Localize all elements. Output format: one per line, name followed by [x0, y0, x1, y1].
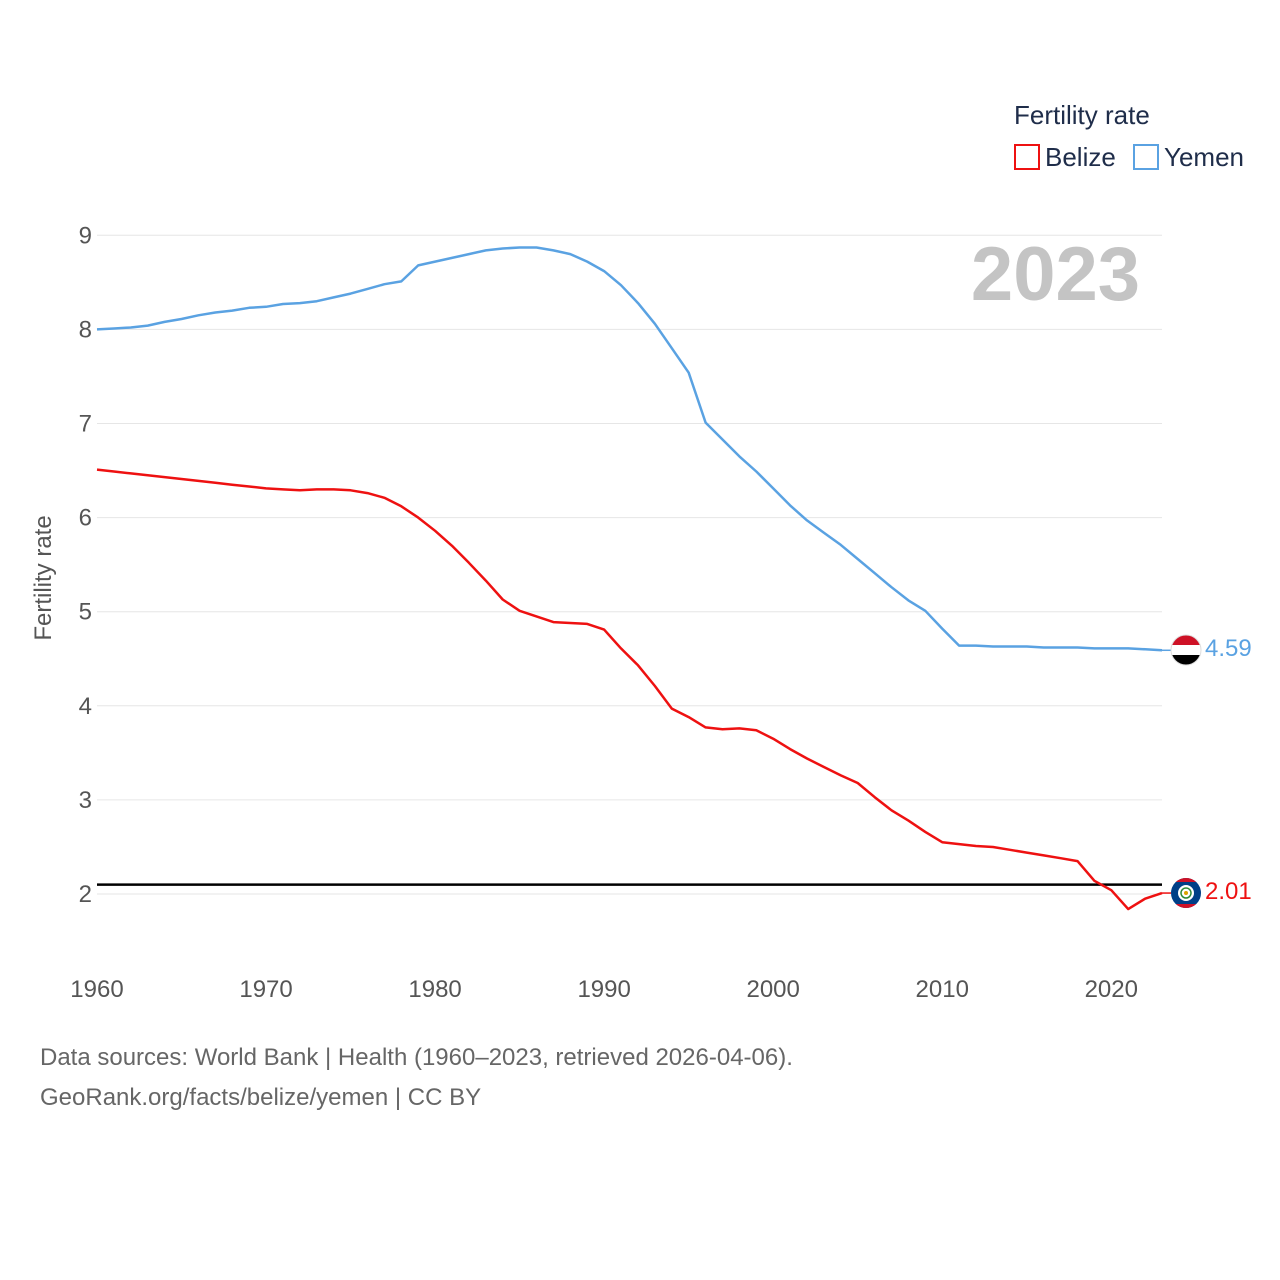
x-axis-ticks: 1960 1970 1980 1990 2000 2010 2020: [70, 976, 1138, 1003]
y-axis-ticks: 2 3 4 5 6 7 8 9: [79, 222, 92, 908]
y-tick-label-4: 4: [79, 693, 92, 720]
x-tick-label-1970: 1970: [239, 976, 292, 1003]
legend-swatch-belize[interactable]: [1014, 144, 1040, 170]
year-label: 2023: [971, 232, 1140, 317]
yemen-flag-border: [1170, 634, 1202, 666]
y-tick-label-5: 5: [79, 599, 92, 626]
yemen-end-value: 4.59: [1205, 635, 1252, 662]
footer-credit[interactable]: GeoRank.org/facts/belize/yemen | CC BY: [40, 1084, 482, 1111]
y-axis-label: Fertility rate: [30, 515, 57, 640]
y-tick-label-7: 7: [79, 411, 92, 438]
y-tick-label-8: 8: [79, 316, 92, 343]
line-chart: 2 3 4 5 6 7 8 9 1960 1970 1980 1990 2000 2010 2020 Fe…: [30, 100, 1252, 1003]
y-tick-label-6: 6: [79, 505, 92, 532]
y-tick-label-9: 9: [79, 222, 92, 249]
series-lines: [96, 246, 1171, 911]
x-tick-label-1990: 1990: [577, 976, 630, 1003]
belize-flag-icon: [1171, 878, 1201, 908]
grid-lines: [97, 234, 1162, 895]
x-tick-label-2000: 2000: [746, 976, 799, 1003]
x-tick-label-1980: 1980: [408, 976, 461, 1003]
belize-end-value: 2.01: [1205, 878, 1252, 905]
yemen-flag-icon: [1171, 635, 1201, 665]
footer-sources: Data sources: World Bank | Health (1960–…: [40, 1044, 793, 1071]
legend: Fertility rate Belize Yemen: [1014, 100, 1244, 172]
y-tick-label-3: 3: [79, 787, 92, 814]
legend-label-yemen[interactable]: Yemen: [1164, 142, 1244, 172]
series-line-yemen: [96, 246, 1163, 652]
y-tick-label-2: 2: [79, 881, 92, 908]
legend-swatch-yemen[interactable]: [1133, 144, 1159, 170]
series-line-belize: [96, 468, 1163, 911]
x-tick-label-2010: 2010: [916, 976, 969, 1003]
legend-label-belize[interactable]: Belize: [1045, 142, 1116, 172]
x-tick-label-1960: 1960: [70, 976, 123, 1003]
legend-title: Fertility rate: [1014, 100, 1150, 130]
x-tick-label-2020: 2020: [1085, 976, 1138, 1003]
